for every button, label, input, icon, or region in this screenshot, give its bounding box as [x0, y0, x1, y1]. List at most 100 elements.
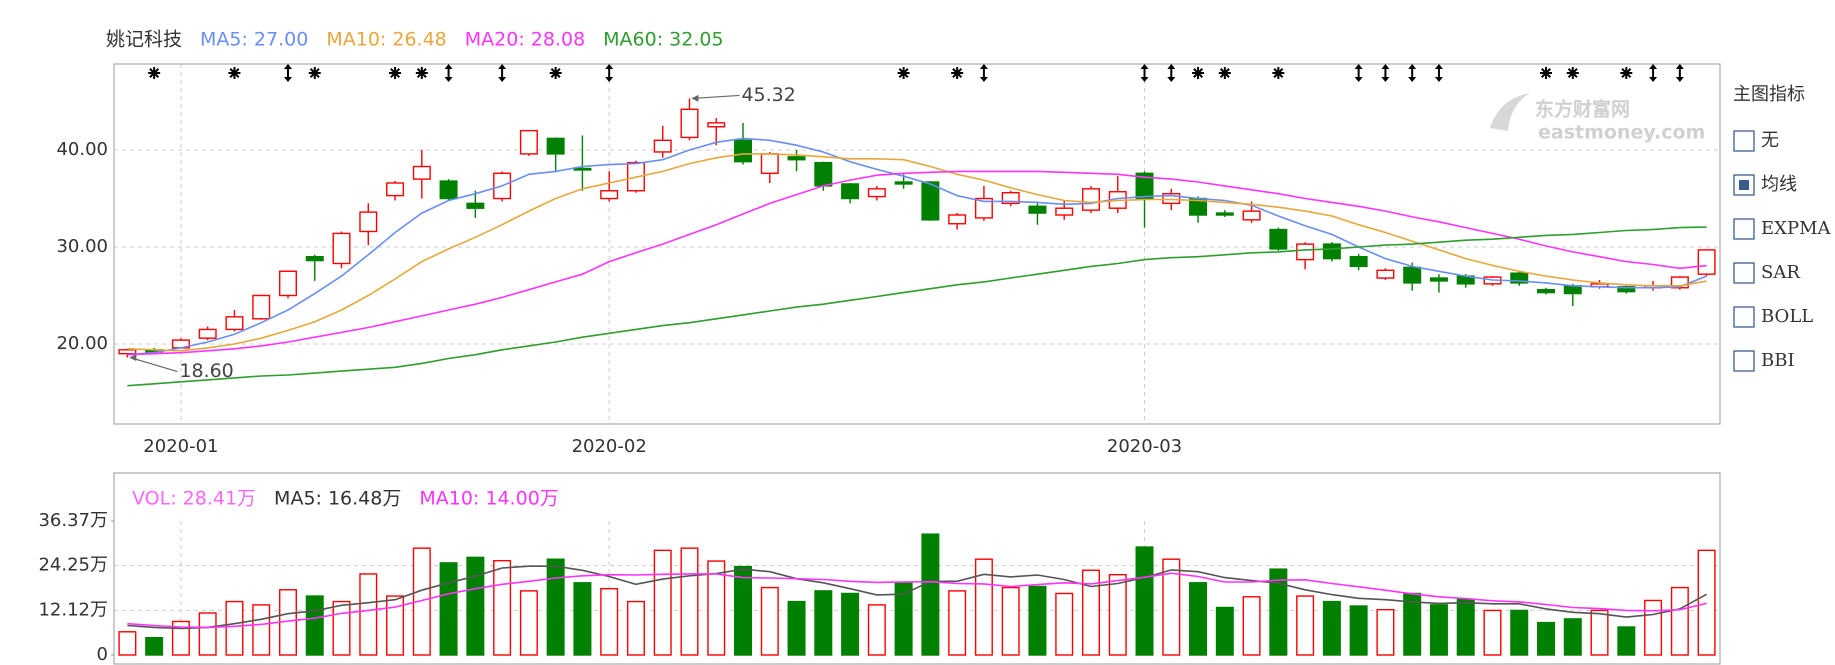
volume-bar — [1644, 599, 1663, 656]
volume-bar — [359, 573, 378, 656]
indicator-option[interactable]: BBI — [1761, 350, 1795, 371]
indicator-checkbox[interactable] — [1733, 306, 1755, 328]
volume-panel — [113, 472, 1721, 665]
candle-body — [519, 129, 538, 155]
volume-bar — [225, 600, 244, 656]
volume-bar — [1697, 549, 1716, 656]
y-tick-label: 12.12万 — [38, 599, 108, 620]
candle-body — [118, 349, 137, 355]
legend-entry: 姚记科技 — [106, 29, 182, 51]
event-marker — [1140, 64, 1149, 82]
candle-body — [1349, 256, 1368, 268]
indicator-checkbox[interactable] — [1733, 350, 1755, 372]
event-marker — [283, 64, 292, 82]
event-star-ray — [898, 68, 909, 78]
candle-body — [466, 202, 485, 209]
event-marker — [1218, 67, 1231, 79]
candle-body — [1135, 172, 1154, 200]
event-star-ray — [416, 68, 427, 78]
candle-body — [1563, 285, 1582, 295]
candle-body — [1697, 249, 1716, 275]
indicator-option[interactable]: SAR — [1761, 262, 1800, 283]
event-arrow-head — [1675, 64, 1684, 82]
indicator-option[interactable]: 无 — [1761, 130, 1779, 151]
event-arrow-head — [1408, 64, 1417, 82]
volume-bar — [493, 559, 512, 656]
indicator-option[interactable]: BOLL — [1761, 306, 1813, 327]
volume-bar — [867, 604, 886, 656]
volume-bar — [1001, 586, 1020, 656]
indicator-option[interactable]: EXPMA — [1761, 218, 1831, 239]
volume-bar — [787, 600, 806, 656]
volume-bar — [1376, 608, 1395, 656]
watermark-brand: 东方财富网 — [1535, 98, 1630, 121]
volume-bar — [600, 587, 619, 656]
candle-body — [278, 270, 297, 297]
event-marker — [605, 64, 614, 82]
y-tick-label: 30.00 — [56, 236, 108, 257]
price-panel — [113, 63, 1721, 425]
volume-bar — [1269, 568, 1288, 656]
ma-line — [127, 572, 1707, 629]
indicator-checkbox[interactable] — [1733, 130, 1755, 152]
candle-body — [359, 211, 378, 233]
y-tick-label: 40.00 — [56, 139, 108, 160]
event-marker — [1434, 64, 1443, 82]
candle-body — [439, 180, 458, 200]
event-arrow-head — [498, 64, 507, 82]
volume-bar — [198, 612, 217, 656]
volume-bar — [466, 556, 485, 656]
volume-bar — [1055, 592, 1074, 656]
volume-bar — [1322, 600, 1341, 656]
event-marker — [444, 64, 453, 82]
event-arrow-head — [444, 64, 453, 82]
indicator-option[interactable]: 均线 — [1761, 174, 1797, 195]
event-arrow-head — [1649, 64, 1658, 82]
volume-bar — [573, 582, 592, 656]
volume-bar — [1189, 582, 1208, 656]
event-marker — [1354, 64, 1363, 82]
volume-bar — [1617, 626, 1636, 656]
candle-body — [841, 183, 860, 200]
y-tick-label: 36.37万 — [38, 510, 108, 531]
indicator-checkbox-fill — [1739, 180, 1749, 190]
x-tick-label: 2020-02 — [572, 436, 647, 457]
legend-entry: MA10: 14.00万 — [419, 488, 558, 510]
candle-body — [787, 156, 806, 161]
event-marker — [1675, 64, 1684, 82]
candle-body — [1162, 192, 1181, 205]
volume-bar — [1108, 573, 1127, 656]
event-star-ray — [229, 68, 240, 78]
volume-bar — [439, 562, 458, 656]
event-arrow-head — [1167, 64, 1176, 82]
legend-entry: MA10: 26.48 — [326, 29, 446, 51]
annotation-label: 45.32 — [741, 84, 795, 106]
candle-body — [867, 188, 886, 198]
candle-body — [252, 294, 271, 320]
candle-body — [546, 137, 565, 155]
volume-bar — [1590, 609, 1609, 656]
event-marker — [1566, 67, 1579, 79]
volume-bar — [1215, 606, 1234, 656]
event-star-ray — [149, 68, 160, 78]
candle-body — [600, 190, 619, 200]
candle-body — [1081, 188, 1100, 211]
volume-bar — [171, 620, 190, 656]
indicator-checkbox[interactable] — [1733, 262, 1755, 284]
volume-bar — [1483, 609, 1502, 656]
volume-bar — [1296, 595, 1315, 656]
volume-bar — [1537, 621, 1556, 656]
volume-bar — [814, 590, 833, 656]
candle-body — [1055, 207, 1074, 216]
watermark: 东方财富网 eastmoney.com — [1490, 93, 1705, 144]
event-marker — [498, 64, 507, 82]
candle-body — [1617, 286, 1636, 293]
indicator-checkbox[interactable] — [1733, 218, 1755, 240]
volume-bar — [305, 595, 324, 656]
event-star-ray — [1219, 68, 1230, 78]
ma-line — [127, 226, 1707, 387]
volume-bar — [1510, 609, 1529, 656]
candle-body — [1403, 266, 1422, 284]
volume-bar — [948, 590, 967, 656]
